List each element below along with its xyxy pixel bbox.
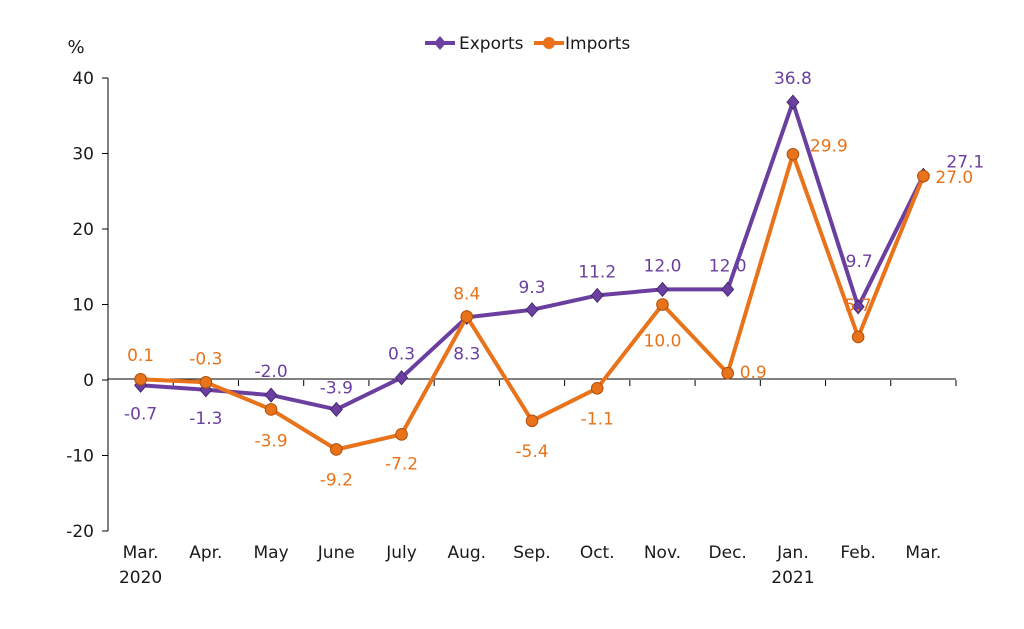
exports-data-label: -0.7 — [124, 404, 157, 424]
y-axis-ticks: -20 -10 0 10 20 30 40 — [66, 69, 108, 542]
exports-data-label: -2.0 — [254, 362, 287, 382]
exports-data-label: 0.3 — [388, 345, 415, 365]
y-axis-unit: % — [67, 37, 84, 58]
exports-point — [395, 370, 409, 386]
series-layer — [134, 94, 930, 456]
x-axis-ticks: Mar. Apr. May June July Aug. Sep. Oct. Nov. Dec. J… — [107, 380, 957, 588]
imports-point — [199, 375, 213, 389]
exports-data-label: -1.3 — [189, 409, 222, 429]
x-year-label: 2021 — [771, 568, 814, 588]
y-tick-label: 10 — [72, 296, 94, 316]
y-tick-label: -10 — [66, 447, 94, 467]
x-tick-label: Nov. — [644, 543, 681, 563]
x-year-label: 2020 — [119, 568, 162, 588]
legend-circle-icon — [543, 37, 555, 49]
imports-point — [851, 330, 865, 344]
imports-point — [917, 169, 930, 183]
imports-data-label: 29.9 — [810, 136, 848, 156]
x-tick-label: Mar. — [905, 543, 941, 563]
imports-data-label: 27.0 — [935, 168, 973, 188]
x-tick-label: Apr. — [189, 543, 222, 563]
exports-data-label: 12.0 — [709, 256, 747, 276]
imports-data-label: -9.2 — [320, 470, 353, 490]
imports-point — [786, 147, 800, 161]
x-tick-label: Oct. — [580, 543, 615, 563]
y-tick-label: 30 — [72, 145, 94, 165]
x-tick-label: May — [253, 543, 288, 563]
imports-point — [525, 414, 539, 428]
imports-data-label: -7.2 — [385, 454, 418, 474]
imports-data-label: 8.4 — [453, 285, 480, 305]
imports-point — [590, 382, 604, 395]
exports-point — [264, 387, 278, 403]
legend-label-exports: Exports — [459, 34, 524, 54]
exports-data-label: 9.7 — [846, 252, 873, 272]
imports-data-label: -5.4 — [515, 442, 548, 462]
imports-data-label: -1.1 — [581, 409, 614, 429]
series-line-imports — [140, 152, 926, 452]
exports-point — [655, 281, 669, 298]
imports-point — [264, 403, 278, 416]
y-tick-label: -20 — [66, 522, 94, 542]
legend-diamond-icon — [434, 36, 446, 50]
y-tick-label: 20 — [72, 220, 94, 240]
imports-point — [134, 372, 147, 386]
y-tick-label: 40 — [72, 69, 94, 89]
imports-point — [721, 366, 734, 380]
exports-point — [590, 287, 604, 304]
imports-point — [656, 298, 669, 311]
exports-point — [786, 94, 800, 110]
x-tick-label: Dec. — [709, 543, 747, 563]
imports-data-label: -3.9 — [254, 431, 287, 451]
exports-data-label: 12.0 — [644, 256, 682, 276]
legend-label-imports: Imports — [565, 34, 630, 54]
y-tick-label: 0 — [83, 371, 94, 391]
exports-data-label: -3.9 — [320, 378, 353, 398]
imports-point — [460, 310, 474, 323]
exports-data-label: 11.2 — [578, 262, 616, 282]
imports-data-label: -0.3 — [189, 349, 222, 369]
exports-data-label: 27.1 — [946, 152, 984, 172]
imports-data-label: 10.0 — [644, 332, 682, 352]
x-tick-label: Mar. — [123, 543, 159, 563]
x-tick-label: July — [385, 543, 417, 563]
exports-data-label: 36.8 — [774, 69, 812, 89]
imports-point — [395, 428, 408, 441]
imports-data-label: 0.1 — [127, 346, 154, 366]
imports-data-label: 0.9 — [740, 363, 767, 383]
x-tick-label: June — [317, 543, 355, 563]
imports-point — [330, 443, 343, 456]
x-tick-label: Feb. — [840, 543, 876, 563]
x-tick-label: Aug. — [447, 543, 486, 563]
exports-data-label: 8.3 — [453, 344, 480, 364]
data-labels: -0.7 -1.3 -2.0 -3.9 0.3 8.3 9.3 11.2 12.0 12.0 36.… — [124, 69, 984, 490]
legend: Exports Imports — [425, 34, 630, 54]
exports-data-label: 9.3 — [518, 278, 545, 298]
exports-point — [851, 299, 865, 315]
x-tick-label: Sep. — [513, 543, 550, 563]
imports-data-label: 5.7 — [845, 296, 872, 316]
exports-point — [329, 401, 343, 418]
x-tick-label: Jan. — [776, 543, 809, 563]
exports-point — [525, 302, 539, 318]
exports-point — [721, 281, 735, 298]
